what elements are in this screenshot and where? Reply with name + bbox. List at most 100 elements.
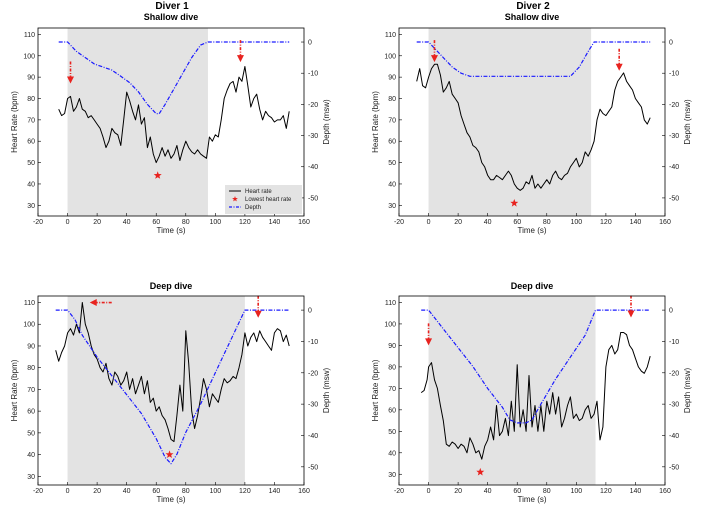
arrow-down-head: [425, 338, 433, 346]
x-tick-label: 100: [570, 488, 582, 495]
x-axis-label: Time (s): [517, 226, 546, 235]
x-tick-label: 120: [239, 488, 251, 495]
arrow-left-head: [89, 299, 97, 307]
x-tick-label: 120: [600, 488, 612, 495]
plot-frame: [398, 27, 666, 217]
y-tick-label: 40: [27, 181, 35, 188]
depth-line: [55, 309, 290, 465]
y2-tick-label: -30: [308, 133, 318, 140]
y-tick-label: 70: [27, 117, 35, 124]
y-tick-label: 50: [388, 429, 396, 436]
x-tick-label: -20: [394, 219, 404, 226]
x-tick-label: 60: [513, 488, 521, 495]
x-tick-label: 20: [93, 219, 101, 226]
y-tick-label: 50: [27, 160, 35, 167]
x-tick-label: 20: [93, 488, 101, 495]
y2-tick-label: -40: [308, 164, 318, 171]
y2-tick-label: -20: [308, 102, 318, 109]
x-axis-label: Time (s): [517, 495, 546, 504]
y-tick-label: 30: [27, 474, 35, 481]
y-tick-label: 100: [23, 53, 35, 60]
y2-tick-label: -20: [669, 102, 679, 109]
y-tick-label: 100: [384, 53, 396, 60]
arrow-down-head: [236, 55, 244, 63]
y-tick-label: 80: [27, 365, 35, 372]
legend-star-swatch: [232, 196, 238, 202]
depth-line: [416, 41, 651, 77]
y-tick-label: 90: [27, 75, 35, 82]
y2-axis-label: Depth (msw): [683, 99, 692, 145]
x-tick-label: 0: [427, 488, 431, 495]
x-tick-label: 40: [484, 488, 492, 495]
x-tick-label: 60: [513, 219, 521, 226]
y2-axis-label: Depth (msw): [322, 99, 331, 145]
x-tick-label: 0: [66, 488, 70, 495]
x-tick-label: 160: [298, 219, 310, 226]
y2-tick-label: -30: [669, 402, 679, 409]
y2-tick-label: -10: [669, 71, 679, 78]
y2-axis-label: Depth (msw): [683, 367, 692, 413]
x-tick-label: 140: [630, 488, 642, 495]
x-tick-label: 20: [454, 219, 462, 226]
legend-box: [225, 185, 302, 214]
panel-d1-deep: Deep dive -20 0 20 40 60 80 100 120 140 160 30 40 50 6…: [10, 281, 331, 504]
y-tick-label: 70: [27, 387, 35, 394]
diver-2-title: Diver 2: [516, 1, 550, 12]
y-tick-label: 60: [27, 409, 35, 416]
heart-rate-line: [416, 63, 651, 191]
y-tick-label: 30: [388, 203, 396, 210]
y2-tick-label: -10: [669, 339, 679, 346]
diver-1-title: Diver 1: [155, 1, 189, 12]
x-tick-label: -20: [33, 488, 43, 495]
y2-tick-label: -20: [669, 370, 679, 377]
y-tick-label: 110: [24, 32, 35, 39]
y2-tick-label: -30: [669, 133, 679, 140]
y-tick-label: 40: [388, 181, 396, 188]
y2-tick-label: -40: [669, 433, 679, 440]
y-tick-label: 90: [388, 75, 396, 82]
x-tick-label: 0: [427, 219, 431, 226]
arrow-down-head: [254, 310, 262, 318]
y-axis-label: Heart Rate (bpm): [371, 359, 380, 421]
x-tick-label: 80: [543, 488, 551, 495]
y-tick-label: 40: [388, 450, 396, 457]
y-tick-label: 30: [27, 203, 35, 210]
y-axis-label: Heart Rate (bpm): [10, 359, 19, 421]
x-tick-label: 160: [659, 488, 671, 495]
x-axis-label: Time (s): [156, 226, 185, 235]
panel-d1-shallow: Shallow dive -20 0 20 40 60 80 100 120 140 160 30 40…: [10, 12, 331, 235]
y-tick-label: 70: [388, 117, 396, 124]
y-tick-label: 90: [388, 343, 396, 350]
y2-axis-label: Depth (msw): [322, 367, 331, 413]
y2-tick-label: -20: [308, 370, 318, 377]
x-tick-label: 0: [66, 219, 70, 226]
chart-title: Shallow dive: [144, 12, 199, 22]
x-tick-label: 80: [182, 219, 190, 226]
x-tick-label: 80: [182, 488, 190, 495]
depth-line: [421, 309, 651, 424]
heart-rate-line: [420, 332, 651, 460]
y-axis-label: Heart Rate (bpm): [10, 91, 19, 153]
x-tick-label: 60: [152, 488, 160, 495]
y-tick-label: 110: [24, 300, 35, 307]
y-tick-label: 40: [27, 452, 35, 459]
y-tick-label: 110: [385, 32, 396, 39]
y2-tick-label: -40: [669, 164, 679, 171]
plot-frame: [37, 27, 305, 217]
dive-period-shade: [67, 28, 208, 216]
arrow-down-head: [67, 76, 75, 84]
y2-tick-label: -50: [669, 195, 679, 202]
x-tick-label: 120: [239, 219, 251, 226]
plot-frame: [37, 295, 305, 486]
y2-tick-label: -50: [308, 464, 318, 471]
y-tick-label: 100: [384, 321, 396, 328]
x-tick-label: 60: [152, 219, 160, 226]
y2-tick-label: -10: [308, 71, 318, 78]
x-tick-label: 160: [659, 219, 671, 226]
y-tick-label: 50: [388, 160, 396, 167]
dive-period-shade: [67, 296, 245, 485]
arrow-down-head: [627, 310, 635, 318]
chart-title: Shallow dive: [505, 12, 560, 22]
x-tick-label: 40: [484, 219, 492, 226]
heart-rate-line: [55, 302, 290, 443]
